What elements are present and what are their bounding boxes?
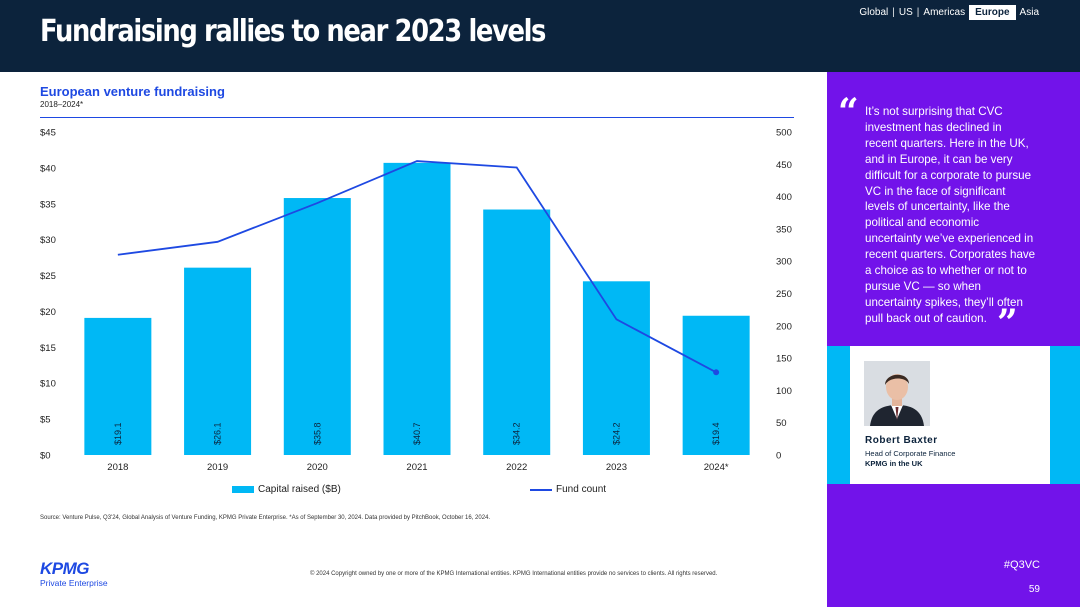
logo-wordmark: KPMG <box>40 559 89 578</box>
quote-panel <box>827 72 1080 607</box>
speaker-name: Robert Baxter <box>865 435 938 446</box>
speaker-role: Head of Corporate Finance <box>865 449 956 458</box>
bar-data-label: $19.4 <box>711 422 721 445</box>
x-category-label: 2023 <box>606 462 627 473</box>
y-left-tick-label: $5 <box>40 415 51 426</box>
legend-fund-count: Fund count <box>530 484 606 495</box>
bar-data-label: $40.7 <box>412 422 422 445</box>
legend-label-fund-count: Fund count <box>556 484 607 495</box>
hashtag: #Q3VC <box>1003 559 1040 571</box>
legend-capital-raised: Capital raised ($B) <box>232 484 341 495</box>
y-right-tick-label: 100 <box>776 386 792 397</box>
bar-data-label: $35.8 <box>312 422 322 445</box>
portrait-icon <box>864 361 930 426</box>
y-right-tick-label: 250 <box>776 289 792 300</box>
y-left-tick-label: $45 <box>40 128 56 139</box>
y-left-tick-label: $10 <box>40 379 56 390</box>
bar-capital-raised <box>184 267 252 455</box>
region-link-europe[interactable]: Europe <box>969 5 1016 20</box>
bar-data-label: $34.2 <box>512 422 522 445</box>
y-left-tick-label: $35 <box>40 199 56 210</box>
y-right-tick-label: 400 <box>776 192 792 203</box>
region-link-asia[interactable]: Asia <box>1019 7 1039 18</box>
region-link-americas[interactable]: Americas <box>923 7 966 18</box>
y-left-tick-label: $40 <box>40 163 56 174</box>
x-category-label: 2021 <box>406 462 427 473</box>
bar-capital-raised <box>483 209 551 455</box>
bar-capital-raised <box>84 317 152 455</box>
y-left-tick-label: $20 <box>40 307 56 318</box>
region-separator: | <box>916 7 920 18</box>
x-category-label: 2019 <box>207 462 228 473</box>
chart-title-rule <box>40 117 794 118</box>
region-separator: | <box>892 7 895 18</box>
legend-line-swatch <box>530 488 552 491</box>
close-quote-icon: ” <box>997 302 1018 344</box>
speaker-org: KPMG in the UK <box>865 459 923 468</box>
y-right-tick-label: 150 <box>776 354 792 365</box>
bar-data-label: $19.1 <box>113 422 123 445</box>
y-right-tick-label: 300 <box>776 257 792 268</box>
y-right-tick-label: 200 <box>776 321 792 332</box>
region-nav: Global | US | Americas Europe Asia <box>858 5 1040 20</box>
y-right-tick-label: 0 <box>776 451 781 462</box>
line-fund-count <box>117 160 717 374</box>
header-bar: Fundraising rallies to near 2023 levels … <box>0 0 1080 72</box>
chart-title: European venture fundraising <box>40 84 225 99</box>
chart-subtitle: 2018–2024* <box>40 100 84 109</box>
y-right-tick-label: 500 <box>776 128 792 139</box>
open-quote-icon: “ <box>838 91 859 133</box>
y-right-tick-label: 450 <box>776 160 792 171</box>
fundraising-chart: $0 $5 $10 $15 $20 $25 $30 $35 $40 $45 0 50 100 150 200… <box>40 128 792 474</box>
bar-capital-raised <box>383 162 451 455</box>
bar-capital-raised <box>283 198 351 455</box>
quote-text: It’s not surprising that CVC investment … <box>865 105 1036 325</box>
x-category-label: 2022 <box>506 462 527 473</box>
copyright-text: © 2024 Copyright owned by one or more of… <box>310 571 718 577</box>
x-category-label: 2018 <box>107 462 128 473</box>
region-link-us[interactable]: US <box>898 7 913 18</box>
y-left-tick-label: $30 <box>40 235 56 246</box>
x-category-label: 2020 <box>307 462 328 473</box>
page-title: Fundraising rallies to near 2023 levels <box>40 14 546 49</box>
page-number: 59 <box>1028 584 1040 595</box>
region-link-global[interactable]: Global <box>859 7 889 18</box>
legend-label-capital: Capital raised ($B) <box>258 484 341 495</box>
source-note: Source: Venture Pulse, Q3'24, Global Ana… <box>40 515 491 521</box>
y-left-tick-label: $0 <box>40 451 51 462</box>
y-right-tick-label: 50 <box>776 418 787 429</box>
kpmg-logo: KPMG Private Enterprise <box>40 560 108 588</box>
legend-bar-swatch <box>232 486 254 493</box>
y-left-tick-label: $15 <box>40 343 56 354</box>
bar-capital-raised <box>582 281 650 455</box>
bar-data-label: $24.2 <box>611 422 621 445</box>
x-category-label: 2024* <box>704 462 729 473</box>
y-left-tick-label: $25 <box>40 271 56 282</box>
y-right-tick-label: 350 <box>776 224 792 235</box>
speaker-photo <box>864 361 930 426</box>
line-end-marker <box>713 369 720 376</box>
bar-data-label: $26.1 <box>213 422 223 445</box>
bar-capital-raised <box>682 315 750 455</box>
logo-subtitle: Private Enterprise <box>40 578 108 588</box>
